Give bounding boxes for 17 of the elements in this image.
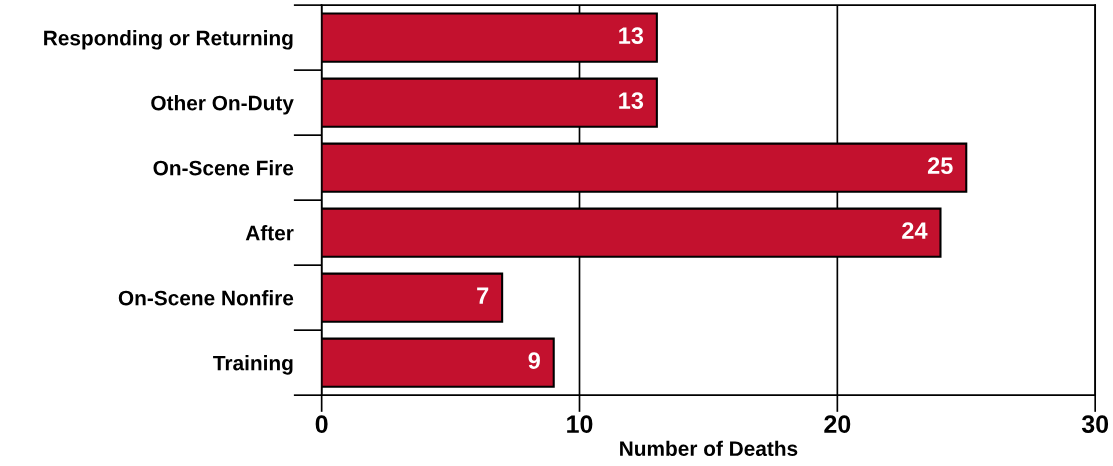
- y-tick-label: Responding or Returning: [44, 30, 293, 50]
- x-tick-label: 30: [1081, 415, 1109, 434]
- data-label: 24: [902, 222, 928, 239]
- y-tick-label: Other On-Duty: [151, 95, 294, 115]
- data-label: 9: [528, 352, 540, 369]
- x-tick-label: 0: [315, 415, 328, 433]
- data-label: 25: [927, 157, 953, 174]
- x-axis-title: Number of Deaths: [620, 440, 798, 456]
- y-tick-label: On-Scene Fire: [153, 160, 294, 176]
- x-tick-label: 20: [824, 415, 851, 433]
- y-tick-label: Training: [213, 355, 293, 375]
- data-label: 13: [619, 27, 644, 44]
- y-tick-label: After: [245, 225, 294, 241]
- data-label: 13: [619, 92, 644, 110]
- data-label: 7: [477, 287, 489, 304]
- x-tick-label: 10: [567, 415, 593, 433]
- y-tick-label: On-Scene Nonfire: [118, 290, 294, 306]
